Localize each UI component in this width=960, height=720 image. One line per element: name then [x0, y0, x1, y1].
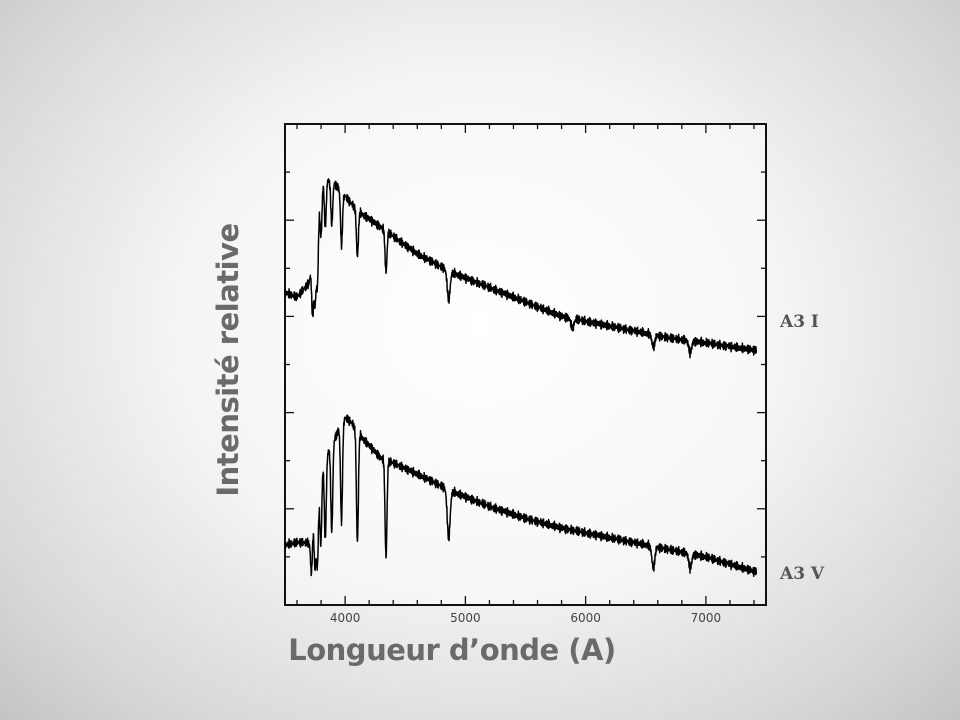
x-axis-label: Longueur d’onde (A) [288, 633, 616, 667]
plot-frame [284, 123, 767, 606]
series-label-a3-i: A3 I [780, 312, 819, 332]
x-tick-label: 5000 [450, 611, 481, 625]
series-label-a3-v: A3 V [780, 564, 825, 584]
spectrum-line-a3-v [284, 414, 758, 578]
x-tick-label: 4000 [330, 611, 361, 625]
spectrum-line-a3-i [284, 178, 758, 359]
x-tick-label: 6000 [570, 611, 601, 625]
x-tick-label: 7000 [691, 611, 722, 625]
y-axis-label: Intensité relative [211, 223, 245, 497]
